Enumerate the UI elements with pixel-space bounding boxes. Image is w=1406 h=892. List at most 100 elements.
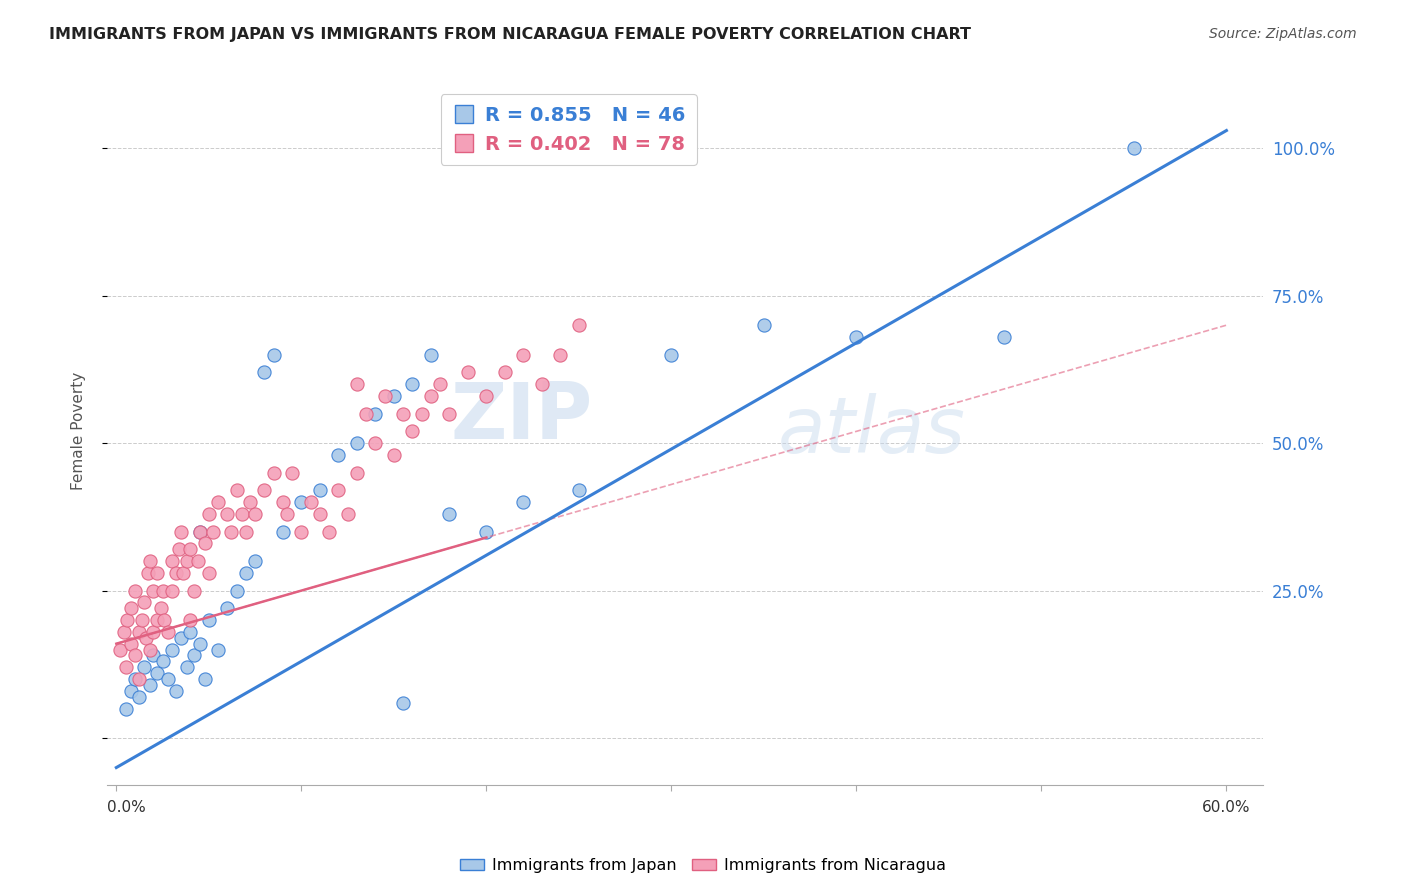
Point [138,678,160,692]
Point [419,348,441,362]
Point [124,672,146,686]
Point [993,330,1015,344]
Point [281,466,304,480]
Point [114,701,136,715]
Point [382,448,405,462]
Point [550,348,572,362]
Point [568,483,591,498]
Point [328,448,350,462]
Point [364,407,387,421]
Point [120,601,142,615]
Point [429,377,451,392]
Point [160,554,183,568]
Point [188,637,211,651]
Point [271,524,294,539]
Point [176,660,198,674]
Point [198,507,221,521]
Point [165,566,187,580]
Point [194,536,217,550]
Point [346,377,368,392]
Point [346,436,368,450]
Point [188,524,211,539]
Point [167,542,190,557]
Point [152,583,174,598]
Point [346,466,368,480]
Point [439,407,461,421]
Point [392,407,415,421]
Text: 60.0%: 60.0% [1202,800,1251,815]
Point [165,684,187,698]
Point [179,542,201,557]
Point [128,672,150,686]
Text: 0.0%: 0.0% [107,800,146,815]
Point [194,672,217,686]
Point [512,348,534,362]
Point [299,495,322,509]
Point [263,348,285,362]
Point [153,613,176,627]
Point [225,483,247,498]
Point [752,318,775,333]
Point [135,631,157,645]
Point [136,566,159,580]
Point [128,624,150,639]
Point [308,483,330,498]
Point [328,483,350,498]
Point [217,601,239,615]
Point [160,642,183,657]
Y-axis label: Female Poverty: Female Poverty [72,372,86,491]
Point [364,436,387,450]
Point [530,377,553,392]
Text: ZIP: ZIP [450,379,593,455]
Point [201,524,224,539]
Point [235,566,257,580]
Legend: R = 0.855   N = 46, R = 0.402   N = 78: R = 0.855 N = 46, R = 0.402 N = 78 [440,95,697,165]
Point [157,624,180,639]
Point [108,642,131,657]
Point [253,365,276,379]
Legend: Immigrants from Japan, Immigrants from Nicaragua: Immigrants from Japan, Immigrants from N… [453,852,953,880]
Point [198,566,221,580]
Point [128,690,150,704]
Point [124,648,146,663]
Point [120,637,142,651]
Point [354,407,377,421]
Point [179,613,201,627]
Text: IMMIGRANTS FROM JAPAN VS IMMIGRANTS FROM NICARAGUA FEMALE POVERTY CORRELATION CH: IMMIGRANTS FROM JAPAN VS IMMIGRANTS FROM… [49,27,972,42]
Point [419,389,441,403]
Point [170,524,193,539]
Point [392,696,415,710]
Point [235,524,257,539]
Point [401,425,423,439]
Point [124,583,146,598]
Point [219,524,242,539]
Point [217,507,239,521]
Point [1122,141,1144,155]
Point [131,613,153,627]
Point [207,495,229,509]
Point [138,642,160,657]
Point [263,466,285,480]
Point [290,524,312,539]
Point [475,389,498,403]
Point [142,624,165,639]
Point [231,507,253,521]
Point [238,495,260,509]
Point [198,613,221,627]
Point [120,684,142,698]
Point [114,660,136,674]
Point [146,566,169,580]
Point [132,595,155,609]
Point [243,554,266,568]
Point [132,660,155,674]
Point [475,524,498,539]
Point [318,524,340,539]
Point [149,601,172,615]
Point [661,348,683,362]
Point [179,624,201,639]
Point [568,318,591,333]
Point [336,507,359,521]
Text: Source: ZipAtlas.com: Source: ZipAtlas.com [1209,27,1357,41]
Point [142,648,165,663]
Point [374,389,396,403]
